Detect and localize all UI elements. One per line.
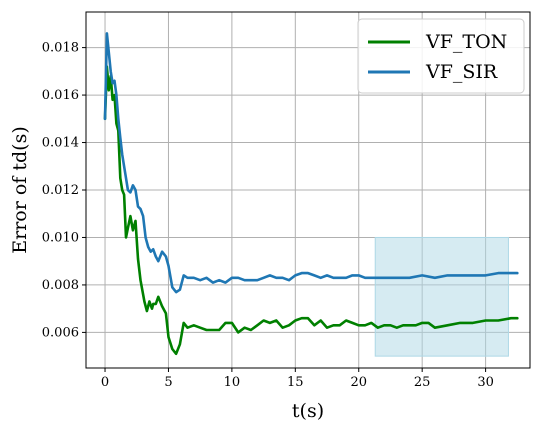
- series-line-vf-ton: [103, 65, 519, 356]
- y-tick-label: 0.012: [42, 183, 79, 198]
- legend: VF_TON VF_SIR: [357, 18, 525, 94]
- x-tick-label: 10: [224, 375, 241, 390]
- series-line-vf-sir: [103, 32, 519, 294]
- legend-box: [357, 18, 525, 94]
- x-tick-label: 0: [101, 375, 109, 390]
- x-tick-label: 30: [477, 375, 494, 390]
- y-tick-label: 0.014: [42, 136, 79, 151]
- shaded-region-layer: [374, 236, 509, 357]
- legend-label: VF_SIR: [425, 61, 498, 83]
- x-tick-label: 15: [287, 375, 304, 390]
- y-tick-label: 0.008: [42, 278, 79, 293]
- y-axis-label: Error of td(s): [9, 126, 31, 253]
- x-tick-label: 20: [350, 375, 367, 390]
- x-axis-label: t(s): [292, 400, 324, 422]
- y-tick-label: 0.018: [42, 41, 79, 56]
- x-tick-label: 25: [414, 375, 431, 390]
- y-tick-label: 0.006: [42, 325, 79, 340]
- shaded-region: [374, 236, 509, 357]
- ticks: 0 5 10 15 20 25 30 0.006 0.008 0.010 0.012 0.014 0.0…: [42, 41, 494, 390]
- y-tick-label: 0.016: [42, 88, 79, 103]
- series-layer: [103, 32, 519, 356]
- y-tick-label: 0.010: [42, 230, 79, 245]
- legend-label: VF_TON: [425, 31, 507, 53]
- x-tick-label: 5: [164, 375, 172, 390]
